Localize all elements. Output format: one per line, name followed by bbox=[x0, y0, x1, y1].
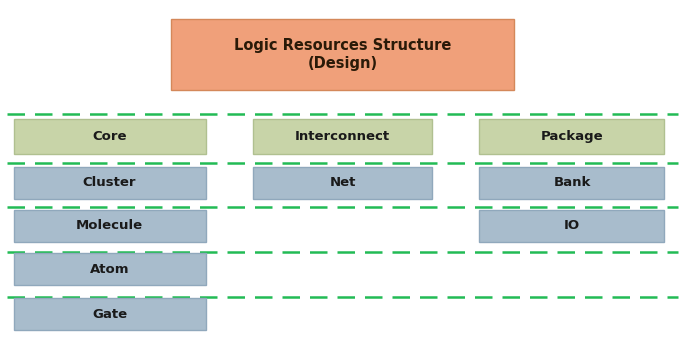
FancyBboxPatch shape bbox=[14, 210, 205, 242]
FancyBboxPatch shape bbox=[14, 253, 205, 285]
FancyBboxPatch shape bbox=[14, 167, 205, 199]
Text: Gate: Gate bbox=[92, 308, 127, 321]
FancyBboxPatch shape bbox=[479, 119, 664, 154]
Text: Logic Resources Structure
(Design): Logic Resources Structure (Design) bbox=[234, 38, 451, 71]
Text: IO: IO bbox=[564, 220, 580, 233]
Text: Cluster: Cluster bbox=[83, 176, 136, 189]
FancyBboxPatch shape bbox=[253, 167, 432, 199]
Text: Core: Core bbox=[92, 130, 127, 143]
FancyBboxPatch shape bbox=[14, 298, 205, 330]
FancyBboxPatch shape bbox=[253, 119, 432, 154]
Text: Net: Net bbox=[329, 176, 356, 189]
Text: Bank: Bank bbox=[553, 176, 590, 189]
FancyBboxPatch shape bbox=[171, 19, 514, 90]
FancyBboxPatch shape bbox=[479, 210, 664, 242]
FancyBboxPatch shape bbox=[479, 167, 664, 199]
Text: Atom: Atom bbox=[90, 263, 129, 276]
Text: Package: Package bbox=[540, 130, 603, 143]
FancyBboxPatch shape bbox=[14, 119, 205, 154]
Text: Molecule: Molecule bbox=[76, 220, 143, 233]
Text: Interconnect: Interconnect bbox=[295, 130, 390, 143]
